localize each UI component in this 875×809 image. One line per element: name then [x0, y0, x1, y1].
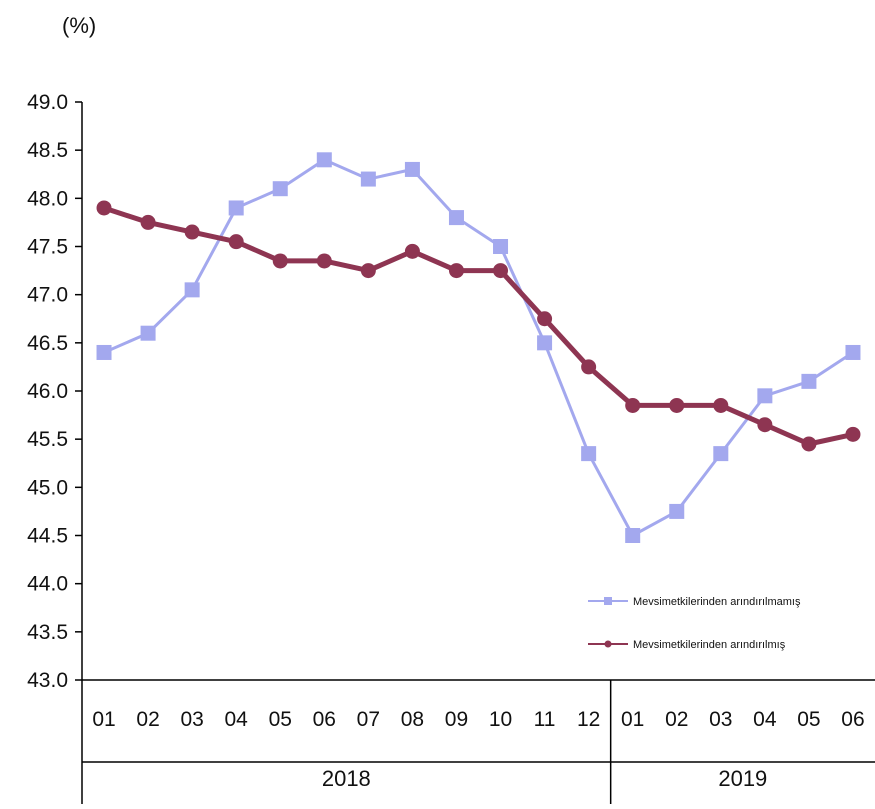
y-tick-label: 47.5 [27, 236, 68, 259]
data-point-square [184, 282, 200, 298]
data-point-square [360, 171, 376, 187]
legend-marker [604, 640, 612, 648]
data-point-square [493, 239, 509, 254]
data-point-circle [316, 253, 332, 269]
data-point-circle [845, 426, 861, 442]
data-point-circle [96, 200, 112, 216]
data-point-circle [448, 263, 464, 279]
x-tick-label: 01 [92, 708, 115, 731]
series-1 [96, 152, 861, 543]
y-tick-label: 44.0 [27, 573, 68, 596]
x-tick-label: 11 [534, 708, 556, 731]
y-tick-label: 47.0 [27, 284, 68, 307]
series-layer [96, 152, 861, 543]
data-point-square [669, 503, 685, 519]
data-point-square [625, 528, 641, 543]
x-tick-label: 06 [841, 708, 864, 731]
x-tick-label: 08 [401, 708, 424, 731]
data-point-square [713, 446, 729, 462]
data-point-square [448, 210, 464, 226]
x-tick-label: 07 [357, 708, 380, 731]
x-tick-label: 03 [709, 708, 732, 731]
x-tick-label: 06 [313, 708, 336, 731]
data-point-circle [757, 417, 773, 433]
x-tick-label: 10 [489, 708, 512, 731]
x-tick-label: 03 [180, 708, 203, 731]
legend-label: Mevsimetkilerinden arındırılmış [633, 639, 786, 651]
axes: 43.0 43.5 44.0 44.5 45.0 45.5 46.0 46.5 47.0 47.5… [27, 91, 875, 804]
y-tick-label: 48.0 [27, 187, 68, 210]
x-tick-label: 04 [225, 708, 249, 731]
data-point-circle [669, 397, 685, 413]
data-point-circle [404, 243, 420, 259]
data-point-square [404, 161, 420, 177]
data-point-square [845, 344, 861, 360]
legend-entry: Mevsimetkilerinden arındırılmış [588, 639, 786, 651]
series-line [103, 205, 854, 447]
data-point-square [228, 200, 244, 216]
data-point-square [272, 181, 288, 197]
legend-entry: Mevsimetkilerinden arındırılmamış [588, 596, 801, 608]
data-point-circle [140, 214, 156, 230]
y-tick-label: 45.0 [27, 476, 68, 499]
y-tick-label: 43.5 [27, 621, 68, 644]
x-tick-label: 09 [445, 708, 468, 731]
x-year-label: 2019 [718, 766, 767, 791]
data-point-square [581, 446, 597, 462]
data-point-square [96, 344, 112, 360]
y-tick-label: 44.5 [27, 525, 68, 548]
x-tick-label: 05 [269, 708, 292, 731]
x-tick-label: 12 [577, 708, 600, 731]
x-tick-label: 04 [753, 708, 777, 731]
y-tick-label: 46.5 [27, 332, 68, 355]
data-point-circle [493, 263, 509, 279]
y-tick-label: 43.0 [27, 669, 68, 692]
data-point-square [537, 335, 553, 351]
y-axis-unit-label: (%) [62, 13, 96, 38]
series-2 [96, 200, 861, 452]
y-tick-label: 48.5 [27, 139, 68, 162]
legend-marker [604, 597, 612, 605]
data-point-circle [581, 359, 597, 375]
x-tick-label: 02 [665, 708, 688, 731]
data-point-circle [713, 397, 729, 413]
data-point-circle [184, 224, 200, 240]
data-point-square [757, 388, 773, 404]
data-point-circle [360, 263, 376, 279]
data-point-square [801, 373, 817, 389]
x-year-label: 2018 [322, 766, 371, 791]
series-line [103, 158, 854, 537]
data-point-circle [801, 436, 817, 452]
data-point-circle [537, 311, 553, 327]
data-point-circle [272, 253, 288, 269]
data-point-circle [625, 397, 641, 413]
x-tick-label: 05 [797, 708, 820, 731]
data-point-square [316, 152, 332, 168]
legend: Mevsimetkilerinden arındırılmamış Mevsime… [588, 596, 801, 651]
x-tick-label: 01 [621, 708, 644, 731]
y-tick-label: 49.0 [27, 91, 68, 114]
y-tick-label: 46.0 [27, 380, 68, 403]
y-tick-label: 45.5 [27, 428, 68, 451]
legend-label: Mevsimetkilerinden arındırılmamış [633, 596, 801, 608]
data-point-square [140, 325, 156, 341]
x-tick-label: 02 [136, 708, 159, 731]
data-point-circle [228, 234, 244, 250]
